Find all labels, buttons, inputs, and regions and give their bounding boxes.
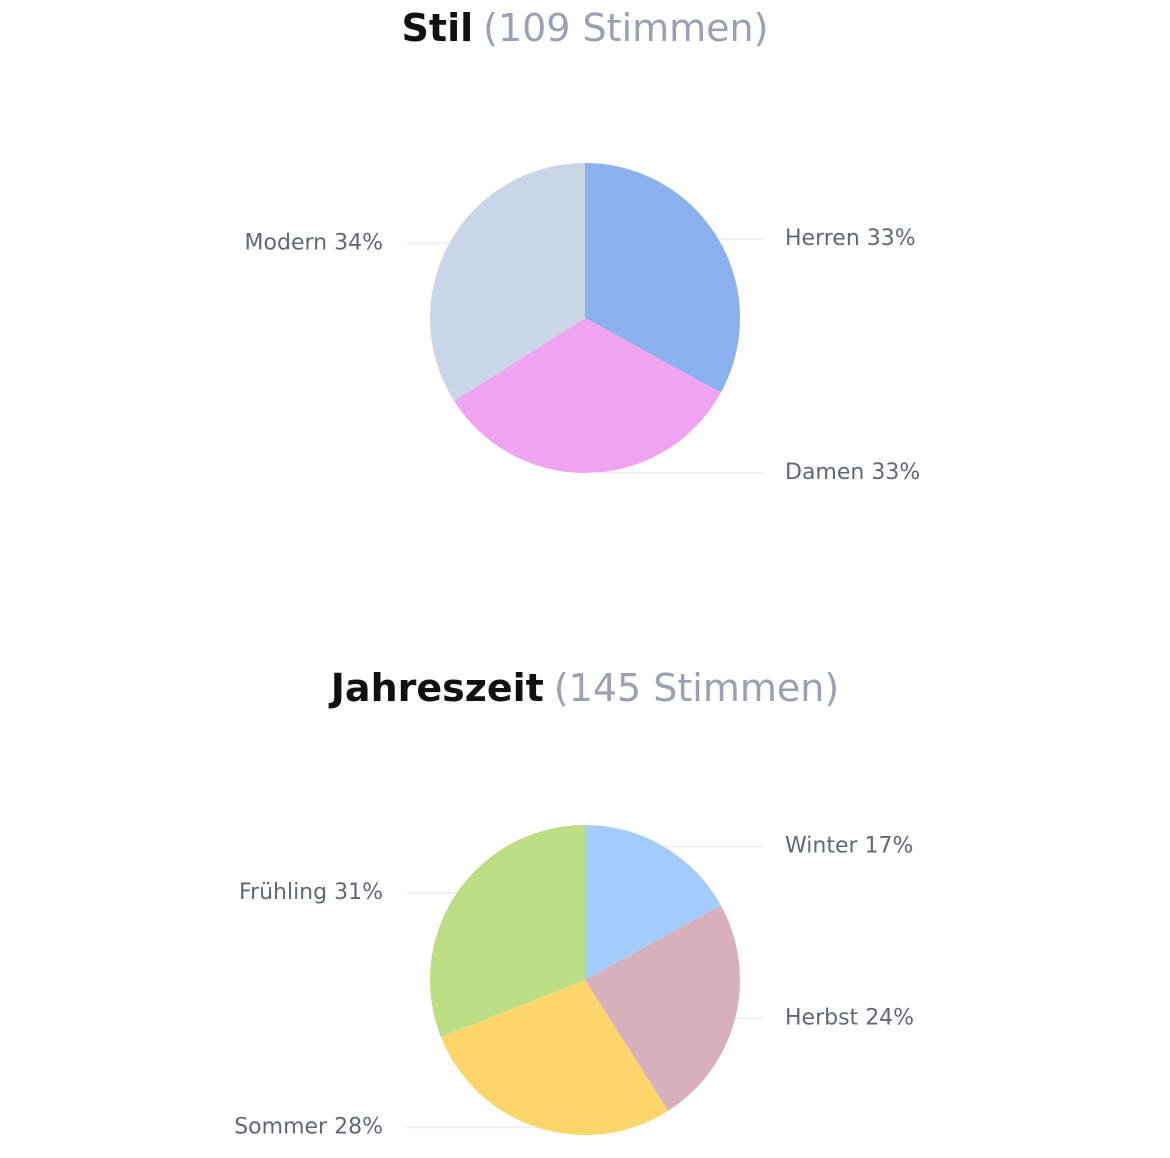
category-name: Winter <box>785 834 858 859</box>
value-label: 34% <box>334 230 383 255</box>
pie-slice <box>440 980 669 1136</box>
slice-label: Winter 17% <box>785 834 913 859</box>
category-name: Herbst <box>785 1006 859 1031</box>
value-label: 31% <box>334 880 383 905</box>
slice-label: Herbst 24% <box>785 1006 914 1031</box>
value-label: 17% <box>865 834 914 859</box>
pie-slice <box>585 905 740 1111</box>
category-name: Modern <box>245 230 328 255</box>
value-label: 33% <box>867 226 916 251</box>
subtitle: (145 Stimmen) <box>554 666 839 710</box>
slice-label: Herren 33% <box>785 226 916 251</box>
slice-label: Damen 33% <box>785 460 920 485</box>
category-name: Sommer <box>234 1114 328 1139</box>
value-label: 24% <box>865 1006 914 1031</box>
slice-label: Frühling 31% <box>239 880 383 905</box>
slice-label: Sommer 28% <box>234 1114 383 1139</box>
category-name: Frühling <box>239 880 327 905</box>
slice-label: Modern 34% <box>245 230 383 255</box>
subtitle: (109 Stimmen) <box>483 6 768 50</box>
chart-title: Stil (109 Stimmen) <box>402 6 769 50</box>
title: Stil <box>402 6 474 50</box>
pie-slice <box>429 825 585 1038</box>
pie-slice <box>430 163 585 402</box>
category-name: Damen <box>785 460 864 485</box>
category-name: Herren <box>785 226 860 251</box>
pie-slice <box>585 163 740 393</box>
chart-title: Jahreszeit (145 Stimmen) <box>328 666 839 710</box>
pie-slice <box>585 825 721 980</box>
pie-slice <box>454 318 721 473</box>
value-label: 28% <box>334 1114 383 1139</box>
value-label: 33% <box>871 460 920 485</box>
title: Jahreszeit <box>328 666 544 710</box>
